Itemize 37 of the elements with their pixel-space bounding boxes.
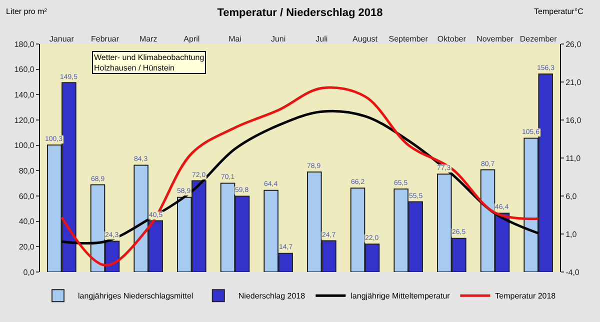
x-tick-label: Februar [90, 34, 120, 44]
x-tick-label: Dezember [520, 34, 558, 44]
y2-tick-label: 6,0 [566, 192, 578, 201]
y-tick-label: 80,0 [18, 166, 35, 176]
x-tick-label: Januar [49, 34, 74, 44]
y-tick-label: 160,0 [14, 65, 35, 74]
x-tick-label: April [184, 34, 200, 44]
y-tick-label: 120,0 [14, 116, 35, 125]
x-tick-label: September [388, 34, 428, 44]
annotation: Wetter- und Klimabeobachtung Holzhausen / Hünstein [94, 53, 204, 72]
y2-tick-label: 11,0 [566, 154, 582, 163]
y-tick-label: 180,0 [14, 40, 35, 49]
y2-tick-label: 21,0 [566, 78, 582, 87]
chart-title: Temperatur / Niederschlag 2018 [217, 6, 383, 19]
y2-tick-label: 16,0 [566, 116, 582, 125]
legend-label: langjähriges Niederschlagsmittel [78, 292, 194, 301]
y2-axis-title: Temperatur°C [534, 7, 584, 16]
x-tick-label: Juni [270, 34, 286, 44]
y2-tick-label: -4,0 [566, 268, 580, 277]
y-tick-label: 40,0 [18, 217, 35, 226]
x-tick-label: Juli [316, 34, 328, 44]
y-tick-label: 100,0 [14, 141, 35, 150]
y2-tick-label: 26,0 [566, 40, 582, 49]
x-tick-label: November [476, 34, 514, 44]
y-tick-label: 20,0 [18, 242, 35, 252]
x-tick-label: August [352, 34, 378, 44]
x-tick-label: Marz [139, 34, 158, 44]
y-axis-title: Liter pro m² [6, 7, 48, 16]
legend-label: langjährige Mitteltemperatur [350, 292, 450, 301]
y2-tick-label: 1,0 [566, 230, 578, 239]
x-tick-label: Mai [228, 34, 242, 44]
legend-label: Niederschlag 2018 [238, 292, 306, 301]
x-tick-label: Oktober [437, 34, 466, 44]
legend-label: Temperatur 2018 [495, 292, 556, 301]
y-tick-label: 140,0 [14, 90, 35, 100]
y-tick-label: 0,0 [23, 268, 35, 277]
y-tick-label: 60,0 [18, 192, 35, 201]
